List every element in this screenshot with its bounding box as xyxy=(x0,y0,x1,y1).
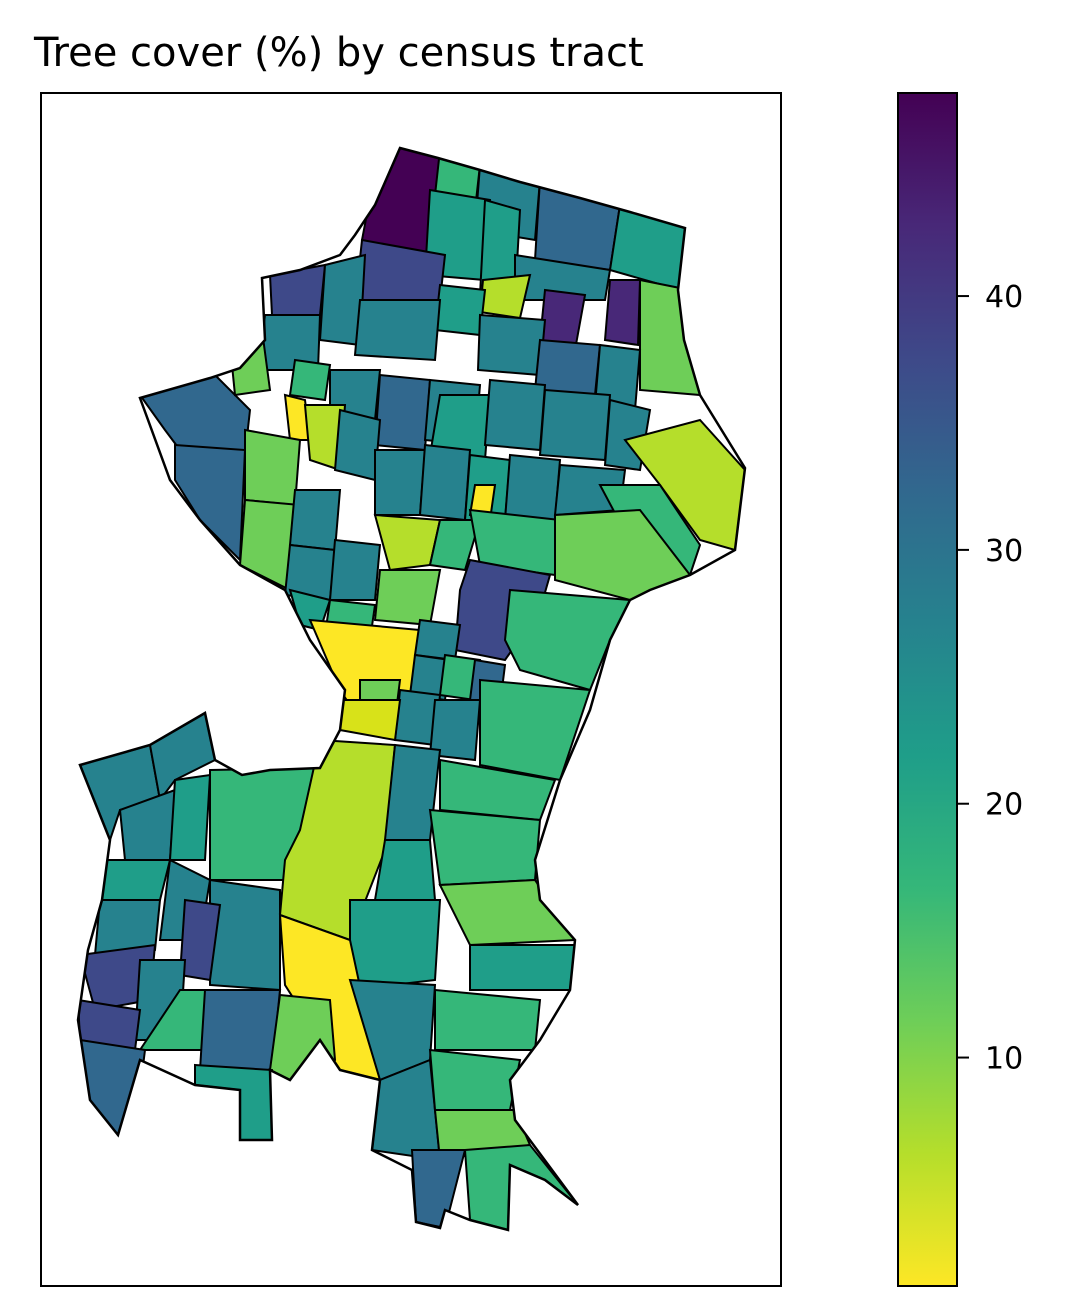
tract xyxy=(428,519,482,572)
city-outline xyxy=(76,146,747,1232)
colorbar-ticks: 40 30 20 10 xyxy=(957,280,1023,1077)
tract xyxy=(476,313,547,377)
tract xyxy=(428,699,482,762)
tract xyxy=(478,273,532,320)
tract xyxy=(428,808,542,887)
tract xyxy=(453,558,552,662)
tract xyxy=(244,428,302,507)
tract xyxy=(333,408,382,482)
tract xyxy=(413,618,462,662)
colorbar: 40 30 20 10 xyxy=(897,92,1023,1287)
tract xyxy=(373,569,442,627)
tract xyxy=(349,899,442,992)
map-title: Tree cover (%) by census tract xyxy=(33,30,644,76)
tract xyxy=(288,489,342,552)
tract xyxy=(209,878,281,992)
tract xyxy=(469,944,577,991)
tract xyxy=(288,358,332,402)
colorbar-gradient xyxy=(897,92,958,1287)
tract xyxy=(603,279,642,347)
tract xyxy=(503,453,562,521)
colorbar-tick-label: 30 xyxy=(985,534,1023,569)
tract xyxy=(178,898,222,982)
tract xyxy=(483,378,547,452)
tract xyxy=(168,773,212,861)
tract xyxy=(373,839,437,901)
tract xyxy=(373,373,432,452)
tract xyxy=(428,1048,522,1111)
colorbar-tick-label: 20 xyxy=(985,788,1023,823)
tract xyxy=(328,538,382,601)
tract xyxy=(434,988,542,1051)
colorbar-tick-label: 10 xyxy=(985,1042,1023,1077)
tract xyxy=(418,443,472,522)
tract xyxy=(433,283,487,337)
tract xyxy=(98,859,172,907)
tract xyxy=(538,388,612,462)
tract xyxy=(353,299,442,362)
tract xyxy=(174,443,247,563)
colorbar-tick-label: 40 xyxy=(985,280,1023,315)
tract xyxy=(198,989,282,1071)
tract xyxy=(374,449,427,516)
